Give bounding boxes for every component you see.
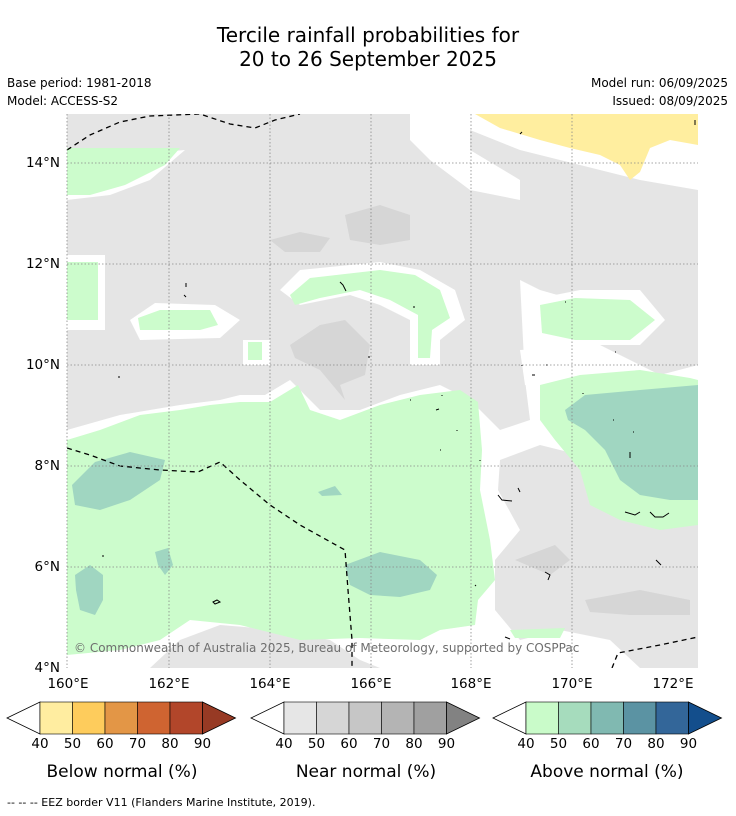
colorbar-tick-label: 90 <box>193 736 212 752</box>
colorbar-extend-low <box>250 701 285 735</box>
colorbar-tick-label: 40 <box>31 736 49 752</box>
above-normal-region <box>248 342 262 360</box>
colorbar-tick-label: 70 <box>372 736 391 752</box>
near-normal-60-region <box>515 545 570 575</box>
above-normal-region <box>67 385 495 655</box>
lat-tick: 10°N <box>25 357 60 373</box>
above-normal-60-region <box>75 565 103 615</box>
near-normal-60-region <box>345 205 410 245</box>
above-normal-region <box>67 148 180 195</box>
colorbar-extend-low <box>492 701 527 735</box>
colorbar-tick-label: 90 <box>437 736 456 752</box>
colorbar-segment <box>104 701 138 735</box>
lon-tick: 162°E <box>148 676 190 692</box>
colorbar-segment <box>413 701 447 735</box>
graticule <box>66 114 698 668</box>
colorbar-segment <box>348 701 382 735</box>
colorbar-segment <box>72 701 106 735</box>
colorbar-tick-label: 60 <box>582 736 600 752</box>
base-period: Base period: 1981-2018 <box>7 76 152 90</box>
lat-tick: 8°N <box>34 458 60 474</box>
probability-field <box>67 114 698 668</box>
colorbar-tick-label: 60 <box>96 736 114 752</box>
lat-tick: 12°N <box>25 256 60 272</box>
model-run: Model run: 06/09/2025 <box>590 76 728 90</box>
colorbar-extend-high <box>202 701 237 735</box>
map-title-line2: 20 to 26 September 2025 <box>239 47 497 71</box>
below-normal-colorbar-title: Below normal (%) <box>46 762 198 782</box>
eez-border <box>67 114 301 151</box>
colorbar-tick-label: 90 <box>679 736 698 752</box>
issued-date: Issued: 08/09/2025 <box>612 94 728 108</box>
lon-tick: 166°E <box>350 676 392 692</box>
near-normal-60-region <box>290 320 370 400</box>
above-normal-region <box>540 298 655 340</box>
near-normal-colorbar-title: Near normal (%) <box>295 762 437 782</box>
colorbar-tick-label: 70 <box>128 736 147 752</box>
copyright-notice: © Commonwealth of Australia 2025, Bureau… <box>74 641 580 655</box>
lon-tick: 160°E <box>47 676 89 692</box>
colorbar-tick-label: 80 <box>161 736 179 752</box>
colorbar-segment <box>558 701 592 735</box>
above-normal-region <box>510 628 565 638</box>
colorbar-tick-label: 50 <box>549 736 568 752</box>
colorbar-tick-label: 70 <box>614 736 633 752</box>
colorbar-segment <box>590 701 624 735</box>
colorbar-tick-label: 50 <box>307 736 326 752</box>
colorbar-tick-label: 80 <box>647 736 665 752</box>
near-normal-region <box>150 625 380 668</box>
colorbar-segment <box>525 701 559 735</box>
lon-tick: 170°E <box>551 676 593 692</box>
near-normal-60-region <box>270 232 330 252</box>
model-name: Model: ACCESS-S2 <box>7 94 119 108</box>
eez-border <box>611 636 698 668</box>
above-normal-region <box>138 310 218 330</box>
colorbar-tick-label: 40 <box>517 736 535 752</box>
above-normal-60-region <box>318 486 342 496</box>
colorbar-extend-high <box>688 701 723 735</box>
above-normal-60-region <box>72 452 165 510</box>
lat-tick: 6°N <box>34 559 60 575</box>
coastline-specks <box>102 120 696 640</box>
above-normal-region <box>290 270 450 358</box>
colorbar-segment <box>169 701 203 735</box>
lon-tick: 172°E <box>652 676 694 692</box>
lat-tick: 4°N <box>34 660 60 676</box>
colorbar-tick-label: 50 <box>63 736 82 752</box>
colorbar-tick-label: 80 <box>405 736 423 752</box>
above-normal-colorbar-title: Above normal (%) <box>530 762 684 782</box>
colorbar-segment <box>283 701 317 735</box>
colorbar-segment <box>137 701 171 735</box>
lat-tick: 14°N <box>25 155 60 171</box>
colorbar-segment <box>623 701 657 735</box>
colorbar-extend-low <box>6 701 41 735</box>
colorbar-tick-label: 60 <box>340 736 358 752</box>
above-normal-60-region <box>345 552 437 597</box>
colorbar-segment <box>381 701 415 735</box>
colorbar-segment <box>655 701 689 735</box>
map-title-line1: Tercile rainfall probabilities for <box>216 23 520 47</box>
eez-footnote: -- -- -- EEZ border V11 (Flanders Marine… <box>7 796 316 809</box>
lon-tick: 168°E <box>450 676 492 692</box>
above-normal-60-region <box>565 385 698 500</box>
below-normal-region <box>475 114 698 180</box>
above-normal-60-region <box>155 548 173 575</box>
colorbar-segment <box>39 701 73 735</box>
near-normal-60-region <box>585 590 690 615</box>
above-normal-region <box>67 262 98 320</box>
lon-tick: 164°E <box>249 676 291 692</box>
white-gap <box>410 114 520 200</box>
colorbar-segment <box>316 701 350 735</box>
colorbar-extend-high <box>446 701 481 735</box>
colorbars <box>6 701 723 735</box>
colorbar-tick-label: 40 <box>275 736 293 752</box>
